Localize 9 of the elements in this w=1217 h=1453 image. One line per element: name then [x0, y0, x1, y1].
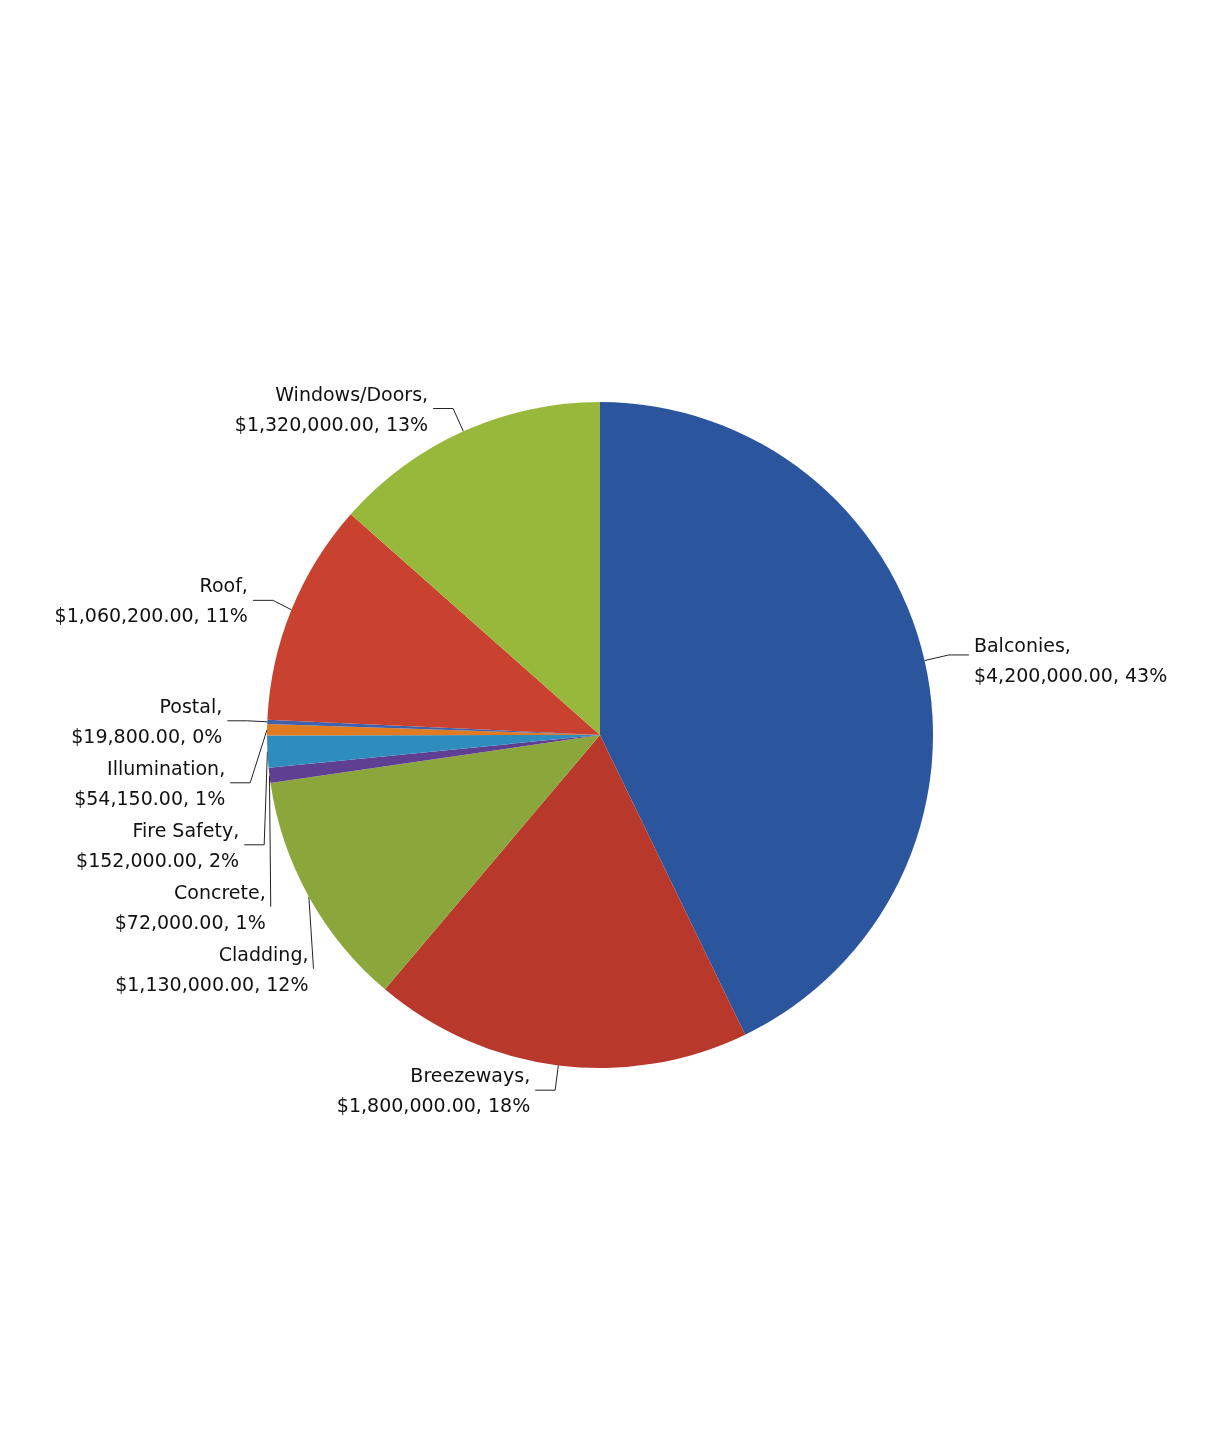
slice-label: Cladding, $1,130,000.00, 12%	[115, 942, 309, 995]
slice-label: Windows/Doors, $1,320,000.00, 13%	[234, 382, 429, 435]
slice-label: Illumination, $54,150.00, 1%	[74, 756, 226, 809]
slice-label: Concrete, $72,000.00, 1%	[114, 880, 266, 933]
slice-label: Roof, $1,060,200.00, 11%	[54, 574, 248, 627]
slice-label: Fire Safety, $152,000.00, 2%	[76, 818, 240, 871]
slice-label: Balconies, $4,200,000.00, 43%	[973, 634, 1168, 687]
slice-label: Breezeways, $1,800,000.00, 18%	[336, 1064, 531, 1117]
slice-label: Postal, $19,800.00, 0%	[71, 694, 223, 747]
